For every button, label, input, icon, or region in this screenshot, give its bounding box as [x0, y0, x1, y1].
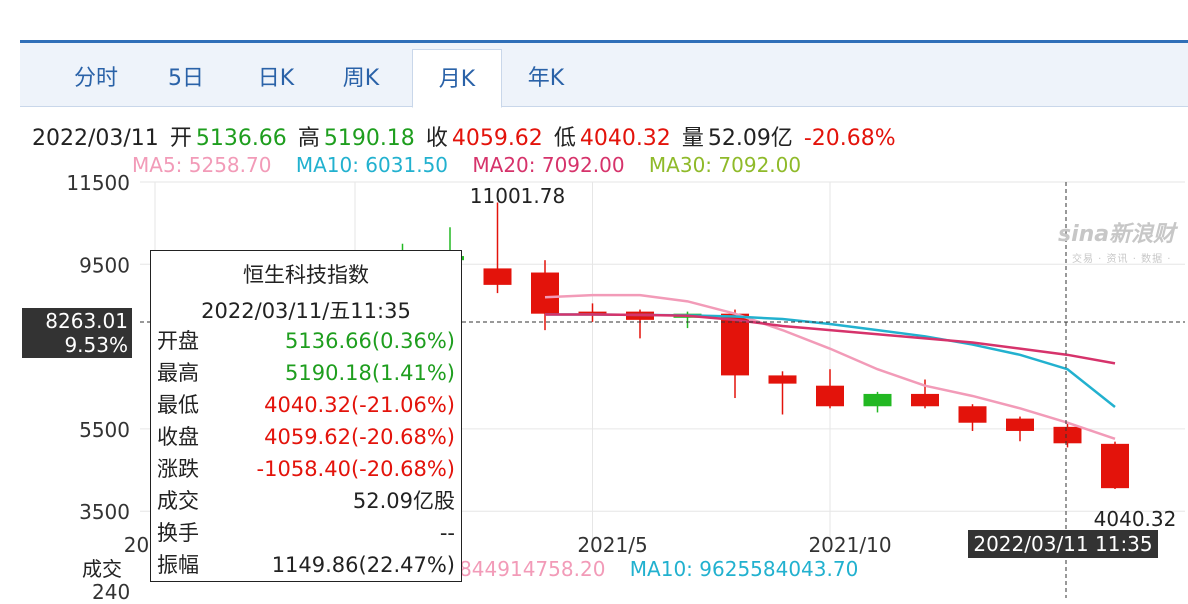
- ma-line-ma5: [544, 293, 1116, 441]
- y-tick-label: 9500: [79, 253, 130, 277]
- tooltip-row-value: 52.09亿股: [352, 489, 455, 513]
- tooltip-title: 恒生科技指数: [243, 263, 369, 287]
- crosshair-time-tag: 2022/03/11 11:35: [968, 530, 1158, 558]
- quote-date: 2022/03/11: [32, 126, 159, 151]
- candle-body: [721, 313, 749, 376]
- tooltip-row: 最低 4040.32(-21.06%): [151, 389, 461, 421]
- ma-legend: MA5: 5258.70 MA10: 6031.50 MA20: 7092.00…: [132, 153, 819, 177]
- candle-body: [816, 385, 844, 407]
- candle-body: [483, 268, 512, 285]
- tooltip-row-label: 振幅: [157, 553, 199, 577]
- tooltip-row: 换手 --: [151, 517, 461, 549]
- sina-watermark-logo: sina新浪财: [1058, 222, 1176, 247]
- tooltip-row-value: --: [439, 521, 455, 545]
- candle-body: [531, 272, 559, 314]
- high-value: 5190.18: [323, 126, 415, 151]
- tooltip-row: 开盘 5136.66(0.36%): [151, 325, 461, 357]
- x-tick-label: 2021/5: [577, 533, 647, 557]
- volume-tick: 240: [92, 580, 131, 604]
- tooltip-rows: 开盘 5136.66(0.36%) 最高 5190.18(1.41%) 最低 4040.3…: [151, 325, 461, 581]
- crosshair-price-tag: 8263.01 9.53%: [22, 308, 132, 358]
- tooltip-row: 振幅 1149.86(22.47%): [151, 549, 461, 581]
- sina-watermark-tagline: 交易 · 资讯 · 数据 ·: [1072, 254, 1172, 265]
- tooltip-row-value: -1058.40(-20.68%): [256, 457, 455, 481]
- min-annotation: 4040.32: [1094, 507, 1177, 531]
- tab-daily-k[interactable]: 日K: [257, 66, 295, 91]
- tab-monthly-k[interactable]: 月K: [412, 49, 502, 108]
- ma20-legend: MA20: 7092.00: [472, 153, 625, 177]
- y-tick-label: 3500: [79, 500, 130, 524]
- volume-legend: 成交 7844914758.20 MA10: 9625584043.70: [82, 553, 876, 582]
- tooltip-row-label: 成交: [157, 489, 199, 513]
- ma30-legend: MA30: 7092.00: [648, 153, 802, 177]
- tooltip-time: 2022/03/11/五11:35: [201, 299, 411, 323]
- tooltip-row-label: 涨跌: [157, 457, 199, 481]
- candle-body: [578, 311, 607, 314]
- ma-line-ma20: [545, 313, 1116, 365]
- max-annotation: 11001.78: [470, 184, 565, 208]
- volume-value: 52.09亿: [707, 126, 793, 151]
- candle-body: [768, 375, 797, 384]
- x-tick-label: 2021/10: [808, 533, 891, 557]
- candle-body: [1101, 443, 1129, 489]
- volume-label: 量: [681, 126, 704, 151]
- tab-5day[interactable]: 5日: [168, 66, 204, 91]
- candle-body: [863, 393, 892, 407]
- period-tab-bar: 分时 5日 日K 周K 月K 年K: [20, 43, 1188, 108]
- candle-body: [1053, 426, 1082, 444]
- low-value: 4040.32: [579, 126, 671, 151]
- tooltip-row: 收盘 4059.62(-20.68%): [151, 421, 461, 453]
- low-label: 低: [553, 126, 576, 151]
- tooltip-row-value: 4040.32(-21.06%): [264, 393, 455, 417]
- open-value: 5136.66: [195, 126, 287, 151]
- candle-body: [911, 393, 939, 407]
- tooltip-row-label: 换手: [157, 521, 199, 545]
- tooltip-row-value: 5136.66(0.36%): [285, 329, 455, 353]
- y-tick-label: 11500: [66, 171, 130, 195]
- crosshair-price: 8263.01: [45, 309, 128, 333]
- high-label: 高: [297, 126, 320, 151]
- tooltip-row-label: 最低: [157, 393, 199, 417]
- volume-ma10: MA10: 9625584043.70: [629, 557, 859, 581]
- candle-body: [1006, 418, 1034, 431]
- open-label: 开: [169, 126, 192, 151]
- tab-weekly-k[interactable]: 周K: [342, 66, 380, 91]
- candle-tooltip: 恒生科技指数 2022/03/11/五11:35 开盘 5136.66(0.36%…: [150, 250, 462, 582]
- tooltip-row-label: 收盘: [157, 425, 199, 449]
- crosshair-percent: 9.53%: [64, 333, 128, 357]
- tooltip-row: 最高 5190.18(1.41%): [151, 357, 461, 389]
- tooltip-row-label: 开盘: [157, 329, 199, 353]
- ma10-legend: MA10: 6031.50: [295, 153, 449, 177]
- y-tick-label: 5500: [79, 418, 130, 442]
- tab-intraday[interactable]: 分时: [73, 66, 118, 91]
- close-value: 4059.62: [451, 126, 543, 151]
- tooltip-row-value: 5190.18(1.41%): [285, 361, 455, 385]
- tooltip-row-label: 最高: [157, 361, 199, 385]
- top-accent-line: [20, 40, 1188, 43]
- candle-body: [958, 406, 987, 423]
- tab-yearly-k[interactable]: 年K: [527, 66, 565, 91]
- ma5-legend: MA5: 5258.70: [132, 153, 272, 177]
- tooltip-row-value: 4059.62(-20.68%): [264, 425, 455, 449]
- volume-ma5: 7844914758.20: [446, 557, 606, 581]
- tooltip-row: 涨跌 -1058.40(-20.68%): [151, 453, 461, 485]
- tooltip-row: 成交 52.09亿股: [151, 485, 461, 517]
- close-label: 收: [425, 126, 448, 151]
- change-percent: -20.68%: [803, 126, 896, 151]
- volume-axis-label: 成交: [82, 557, 122, 581]
- tooltip-row-value: 1149.86(22.47%): [271, 553, 455, 577]
